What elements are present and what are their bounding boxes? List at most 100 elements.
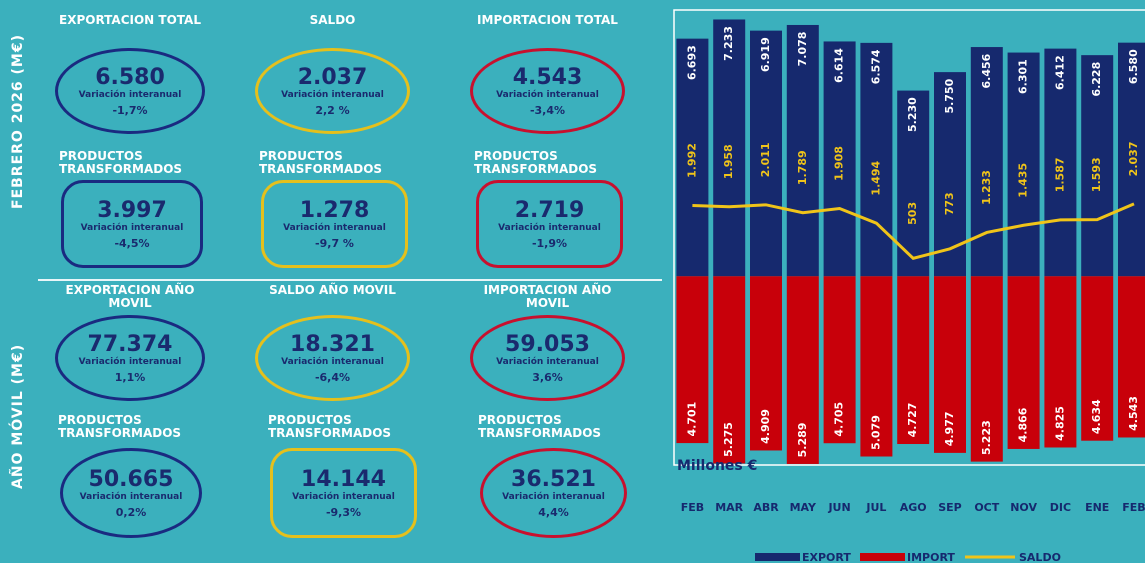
x-tick-label: SEP — [938, 501, 962, 514]
bar — [786, 276, 819, 464]
bar — [1044, 276, 1077, 448]
legend-label: EXPORT — [802, 551, 851, 563]
card-change: -1,9% — [531, 236, 568, 250]
value-label: 4.727 — [906, 403, 919, 438]
card-value: 18.321 — [290, 331, 375, 357]
card-change: -3,4% — [529, 103, 566, 117]
saldo-label: 1.958 — [722, 144, 735, 179]
card: 2.719 Variación interanual -1,9% — [476, 180, 623, 268]
value-label: 4.825 — [1053, 406, 1066, 441]
bar — [713, 276, 746, 464]
legend-label: SALDO — [1019, 551, 1061, 563]
value-label: 6.580 — [1127, 49, 1140, 84]
panel-label: FEBRERO 2026 (M€) — [10, 33, 26, 209]
card-note: Variación interanual — [281, 89, 384, 100]
saldo-label: 1.908 — [833, 146, 846, 181]
plot-frame — [673, 9, 1145, 466]
value-label: 6.919 — [759, 37, 772, 72]
bar — [786, 24, 819, 277]
x-tick-label: ENE — [1085, 501, 1109, 514]
card-value: 2.037 — [297, 64, 368, 90]
card-value: 1.278 — [299, 197, 370, 223]
card-title: PRODUCTOS TRANSFORMADOS — [474, 149, 598, 176]
saldo-label: 503 — [906, 202, 919, 225]
value-label: 4.866 — [1017, 407, 1030, 442]
card-change: 3,6% — [532, 370, 563, 384]
card-note: Variación interanual — [79, 491, 183, 502]
bar — [860, 276, 893, 457]
card-change: -9,3% — [325, 505, 362, 519]
bar — [1081, 55, 1114, 277]
x-tick-label: JUN — [827, 501, 850, 514]
bar — [713, 19, 746, 277]
card-title: PRODUCTOS TRANSFORMADOS — [268, 413, 392, 440]
card-note: Variación interanual — [496, 89, 599, 100]
card-note: Variación interanual — [496, 356, 599, 367]
card-note: Variación interanual — [498, 222, 601, 233]
card-note: Variación interanual — [281, 356, 384, 367]
card-note: Variación interanual — [292, 491, 395, 502]
card: 14.144 Variación interanual -9,3% — [270, 448, 417, 538]
x-tick-label: AGO — [900, 501, 927, 514]
card-change: -6,4% — [314, 370, 351, 384]
value-label: 6.228 — [1090, 62, 1103, 97]
bar — [750, 30, 782, 277]
x-tick-label: MAY — [790, 501, 817, 514]
card: 1.278 Variación interanual -9,7 % — [261, 180, 408, 268]
bar — [897, 276, 930, 445]
card-title: IMPORTACION TOTAL — [477, 13, 618, 27]
value-label: 6.456 — [980, 53, 993, 88]
card-value: 3.997 — [97, 197, 167, 223]
card-title: PRODUCTOS TRANSFORMADOS — [259, 149, 383, 176]
bar — [934, 72, 966, 277]
card: 3.997 Variación interanual -4,5% — [61, 180, 203, 268]
card: 50.665 Variación interanual 0,2% — [60, 448, 202, 538]
card-value: 2.719 — [514, 197, 585, 223]
saldo-label: 1.789 — [796, 150, 809, 185]
card-note: Variación interanual — [502, 491, 605, 502]
card-change: 1,1% — [114, 370, 146, 384]
card-note: Variación interanual — [283, 222, 386, 233]
value-label: 5.275 — [722, 422, 735, 457]
bar — [860, 42, 893, 277]
card-change: 0,2% — [115, 505, 147, 519]
saldo-label: 1.435 — [1017, 163, 1030, 198]
bar — [1044, 48, 1077, 277]
x-tick-label: MAR — [715, 501, 743, 514]
value-label: 4.634 — [1090, 399, 1103, 434]
saldo-label: 1.593 — [1090, 157, 1103, 192]
bar — [1081, 276, 1114, 441]
card-title: PRODUCTOS TRANSFORMADOS — [59, 149, 183, 176]
x-tick-label: NOV — [1010, 501, 1037, 514]
bar — [897, 90, 930, 277]
value-label: 4.543 — [1127, 396, 1140, 431]
card-change: -9,7 % — [315, 236, 354, 250]
x-tick-label: FEB — [681, 501, 704, 514]
value-label: 5.223 — [980, 420, 993, 455]
card: 18.321 Variación interanual -6,4% — [255, 315, 410, 401]
bar — [823, 276, 856, 444]
value-label: 6.574 — [869, 49, 882, 84]
card-note: Variación interanual — [80, 222, 184, 233]
value-label: 6.412 — [1053, 55, 1066, 90]
annotation: Millones € — [677, 458, 757, 474]
legend-label: IMPORT — [907, 551, 955, 563]
x-tick-label: ABR — [753, 501, 779, 514]
saldo-label: 2.037 — [1127, 142, 1140, 177]
value-label: 7.078 — [796, 32, 809, 67]
card-value: 36.521 — [511, 466, 596, 492]
value-label: 4.701 — [685, 402, 698, 437]
value-label: 5.289 — [796, 423, 809, 458]
card: 36.521 Variación interanual 4,4% — [480, 448, 627, 538]
card-title: EXPORTACION AÑO MOVIL — [65, 283, 195, 310]
card-title: PRODUCTOS TRANSFORMADOS — [478, 413, 602, 440]
card-value: 77.374 — [87, 331, 173, 357]
bar — [970, 276, 1003, 462]
bar — [676, 38, 709, 277]
bar — [750, 276, 782, 451]
saldo-label: 1.587 — [1053, 157, 1066, 192]
panel-label: AÑO MÓVIL (M€) — [10, 343, 26, 489]
card: 59.053 Variación interanual 3,6% — [470, 315, 625, 401]
bar — [676, 276, 709, 444]
card-note: Variación interanual — [78, 89, 182, 100]
